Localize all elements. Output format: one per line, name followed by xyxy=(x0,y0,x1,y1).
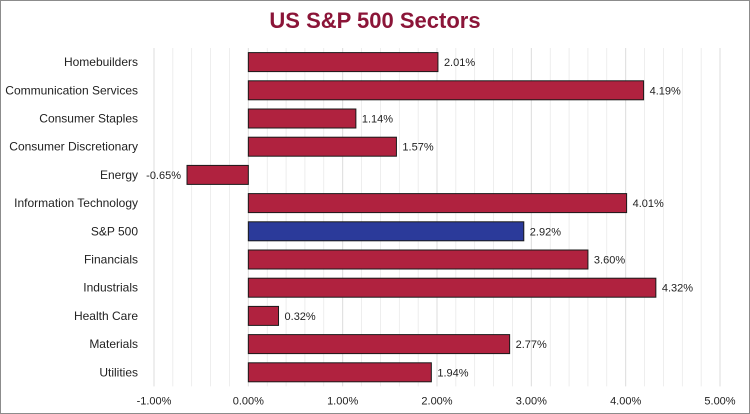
category-label: Consumer Staples xyxy=(39,112,138,126)
data-label: 2.77% xyxy=(516,339,547,351)
category-label: Information Technology xyxy=(14,196,138,210)
data-label: 1.14% xyxy=(362,114,393,126)
labels: -1.00% 0.00% 1.00% 2.00% 3.00% 4.00% 5.00% Home… xyxy=(5,55,736,407)
bar-energy xyxy=(186,164,249,185)
category-label: Financials xyxy=(84,253,138,267)
category-label: Homebuilders xyxy=(64,55,138,69)
bar-health-care xyxy=(247,305,280,326)
bar-s-p-500 xyxy=(247,221,525,242)
bar-information-technology xyxy=(247,193,628,214)
data-label: 4.19% xyxy=(650,85,681,97)
x-tick-label: 3.00% xyxy=(516,395,547,407)
data-label: 1.94% xyxy=(437,367,468,379)
bar-utilities xyxy=(247,362,432,383)
category-label: Utilities xyxy=(99,365,138,379)
x-tick-label: 1.00% xyxy=(327,395,358,407)
data-label: 4.01% xyxy=(633,198,664,210)
category-label: Consumer Discretionary xyxy=(9,140,138,154)
x-tick-label: 2.00% xyxy=(421,395,452,407)
x-tick-label: 5.00% xyxy=(704,395,735,407)
data-label: -0.65% xyxy=(146,170,181,182)
bar-materials xyxy=(247,334,511,355)
x-tick-label: 4.00% xyxy=(610,395,641,407)
category-label: Health Care xyxy=(74,309,138,323)
gridlines xyxy=(153,48,721,387)
x-tick-label: -1.00% xyxy=(137,395,172,407)
category-label: Materials xyxy=(89,337,138,351)
data-label: 4.32% xyxy=(662,283,693,295)
bar-consumer-discretionary xyxy=(247,136,397,157)
data-label: 3.60% xyxy=(594,255,625,267)
bar-financials xyxy=(247,249,589,270)
category-label: Communication Services xyxy=(5,83,138,97)
bar-industrials xyxy=(247,277,657,298)
bars xyxy=(186,52,657,383)
bar-consumer-staples xyxy=(247,108,357,129)
data-label: 0.32% xyxy=(285,311,316,323)
category-label: Industrials xyxy=(83,281,138,295)
data-label: 1.57% xyxy=(402,142,433,154)
x-tick-label: 0.00% xyxy=(233,395,264,407)
category-label: Energy xyxy=(100,168,138,182)
data-label: 2.92% xyxy=(530,226,561,238)
chart-title: US S&P 500 Sectors xyxy=(269,8,481,33)
data-label: 2.01% xyxy=(444,57,475,69)
bar-homebuilders xyxy=(247,52,439,73)
bar-communication-services xyxy=(247,80,645,101)
category-label: S&P 500 xyxy=(91,224,138,238)
